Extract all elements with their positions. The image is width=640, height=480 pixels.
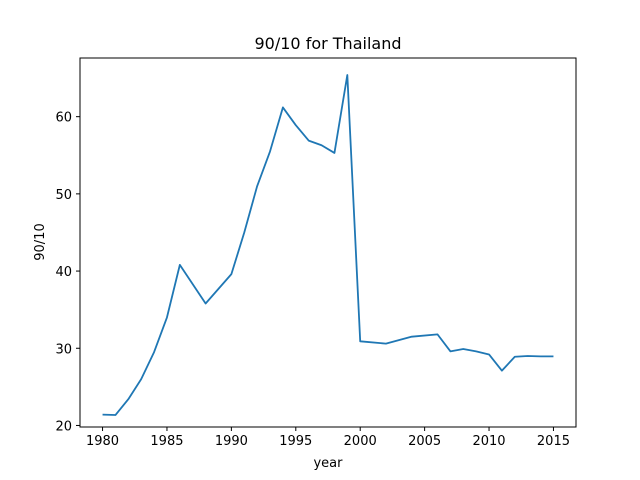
y-tick-label: 40 — [55, 265, 72, 280]
x-axis: 1980 1985 1990 1995 2000 2005 2010 2015 — [86, 427, 570, 449]
x-tick-label: 2010 — [472, 434, 505, 449]
x-axis-label: year — [313, 456, 343, 471]
series-layer — [102, 74, 554, 416]
plot-area — [79, 57, 577, 428]
y-tick-label: 20 — [55, 419, 72, 434]
series-line-0 — [102, 74, 554, 416]
x-tick-label: 1980 — [86, 434, 119, 449]
x-tick-label: 1985 — [150, 434, 183, 449]
y-axis: 20 30 40 50 60 — [55, 111, 80, 434]
x-tick-label: 1995 — [279, 434, 312, 449]
y-tick-label: 50 — [55, 188, 72, 203]
chart-title: 90/10 for Thailand — [255, 34, 402, 53]
x-tick-label: 2000 — [344, 434, 377, 449]
x-tick-label: 2005 — [408, 434, 441, 449]
x-tick-label: 1990 — [215, 434, 248, 449]
y-tick-label: 30 — [55, 342, 72, 357]
x-tick-label: 2015 — [537, 434, 570, 449]
y-tick-label: 60 — [55, 111, 72, 126]
y-axis-label: 90/10 — [33, 223, 48, 260]
